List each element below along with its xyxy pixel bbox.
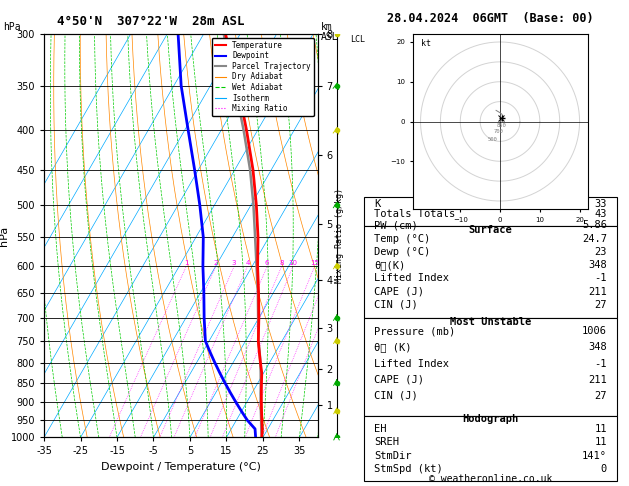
Text: Surface: Surface	[469, 225, 513, 235]
Text: -1: -1	[594, 359, 607, 368]
Y-axis label: hPa: hPa	[0, 226, 9, 246]
Text: kt: kt	[421, 39, 430, 48]
Text: 700: 700	[494, 129, 504, 135]
Text: θᴄ(K): θᴄ(K)	[374, 260, 406, 270]
Text: hPa: hPa	[3, 22, 21, 32]
Text: Totals Totals: Totals Totals	[374, 209, 455, 219]
Text: 4: 4	[245, 260, 250, 266]
Text: 15: 15	[310, 260, 319, 266]
Text: 23: 23	[594, 247, 607, 257]
Text: km: km	[321, 22, 333, 32]
Text: 8: 8	[279, 260, 284, 266]
Text: Temp (°C): Temp (°C)	[374, 234, 431, 244]
Text: 211: 211	[588, 287, 607, 296]
Text: Lifted Index: Lifted Index	[374, 274, 449, 283]
FancyBboxPatch shape	[364, 197, 618, 226]
Text: 43: 43	[594, 209, 607, 219]
Text: CIN (J): CIN (J)	[374, 300, 418, 310]
Text: 211: 211	[588, 375, 607, 384]
Text: ASL: ASL	[321, 32, 338, 42]
Text: 348: 348	[588, 260, 607, 270]
X-axis label: Dewpoint / Temperature (°C): Dewpoint / Temperature (°C)	[101, 462, 261, 472]
Text: 11: 11	[594, 437, 607, 447]
Text: CAPE (J): CAPE (J)	[374, 287, 425, 296]
Text: © weatheronline.co.uk: © weatheronline.co.uk	[429, 473, 552, 484]
Text: 500: 500	[488, 138, 498, 142]
Text: 27: 27	[594, 391, 607, 400]
Text: Hodograph: Hodograph	[462, 415, 519, 424]
Text: 4°50'N  307°22'W  28m ASL: 4°50'N 307°22'W 28m ASL	[57, 15, 244, 28]
Text: 28.04.2024  06GMT  (Base: 00): 28.04.2024 06GMT (Base: 00)	[387, 12, 594, 25]
Text: 2: 2	[214, 260, 218, 266]
Text: CIN (J): CIN (J)	[374, 391, 418, 400]
Text: θᴄ (K): θᴄ (K)	[374, 343, 412, 352]
Text: Mixing Ratio (g/kg): Mixing Ratio (g/kg)	[335, 188, 344, 283]
Text: CAPE (J): CAPE (J)	[374, 375, 425, 384]
Text: 27: 27	[594, 300, 607, 310]
Text: Lifted Index: Lifted Index	[374, 359, 449, 368]
Text: 10: 10	[289, 260, 298, 266]
Text: Dewp (°C): Dewp (°C)	[374, 247, 431, 257]
Text: 3: 3	[232, 260, 237, 266]
FancyBboxPatch shape	[364, 416, 618, 481]
Text: 0: 0	[601, 465, 607, 474]
Text: StmDir: StmDir	[374, 451, 412, 461]
Text: LCL: LCL	[350, 35, 365, 44]
Text: K: K	[374, 199, 381, 208]
Text: 348: 348	[588, 343, 607, 352]
Text: 141°: 141°	[582, 451, 607, 461]
Text: StmSpd (kt): StmSpd (kt)	[374, 465, 443, 474]
Text: 1006: 1006	[582, 327, 607, 336]
Text: SREH: SREH	[374, 437, 399, 447]
Text: -1: -1	[594, 274, 607, 283]
Legend: Temperature, Dewpoint, Parcel Trajectory, Dry Adiabat, Wet Adiabat, Isotherm, Mi: Temperature, Dewpoint, Parcel Trajectory…	[211, 38, 314, 116]
Text: 33: 33	[594, 199, 607, 208]
FancyBboxPatch shape	[364, 318, 618, 416]
Text: Most Unstable: Most Unstable	[450, 317, 532, 327]
Text: EH: EH	[374, 424, 387, 434]
Text: 1: 1	[184, 260, 189, 266]
Text: Pressure (mb): Pressure (mb)	[374, 327, 455, 336]
Text: 6: 6	[265, 260, 269, 266]
FancyBboxPatch shape	[364, 226, 618, 318]
Text: 5.86: 5.86	[582, 220, 607, 230]
Text: 11: 11	[594, 424, 607, 434]
Text: PW (cm): PW (cm)	[374, 220, 418, 230]
Text: 850: 850	[497, 123, 506, 128]
Text: 24.7: 24.7	[582, 234, 607, 244]
